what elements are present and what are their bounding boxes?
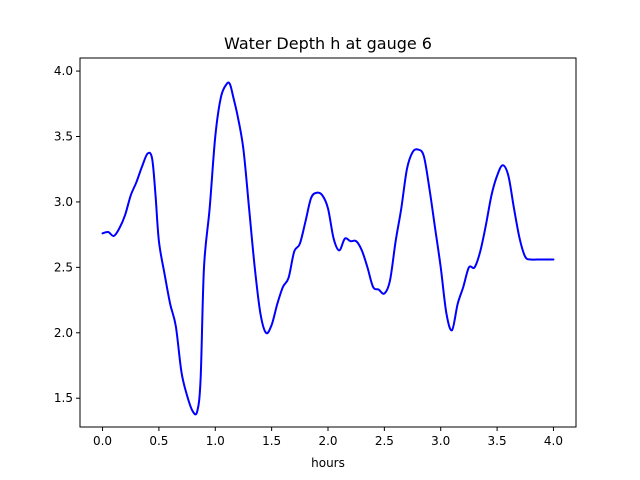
x-tick-label: 0.0 <box>93 434 112 448</box>
x-tick-label: 1.5 <box>262 434 281 448</box>
axes-frame <box>79 57 577 428</box>
y-tick-label: 4.0 <box>54 64 73 78</box>
x-tick-label: 4.0 <box>544 434 563 448</box>
y-tick-label: 1.5 <box>54 391 73 405</box>
x-tick-label: 1.0 <box>206 434 225 448</box>
axis-ticks: 0.0 0.5 1.0 1.5 2.0 2.5 3.0 3.5 4.0 1.5 2.0 2.5 3.0 3… <box>54 64 563 448</box>
x-axis-label: hours <box>311 456 345 470</box>
plot-area <box>101 81 555 416</box>
x-tick-label: 2.0 <box>318 434 337 448</box>
x-tick-label: 0.5 <box>149 434 168 448</box>
x-tick-label: 2.5 <box>375 434 394 448</box>
y-tick-label: 2.0 <box>54 326 73 340</box>
x-tick-label: 3.0 <box>431 434 450 448</box>
series-line <box>101 81 555 416</box>
x-tick-label: 3.5 <box>488 434 507 448</box>
y-tick-label: 2.5 <box>54 260 73 274</box>
y-tick-label: 3.0 <box>54 195 73 209</box>
y-tick-label: 3.5 <box>54 130 73 144</box>
chart-title: Water Depth h at gauge 6 <box>224 34 432 53</box>
